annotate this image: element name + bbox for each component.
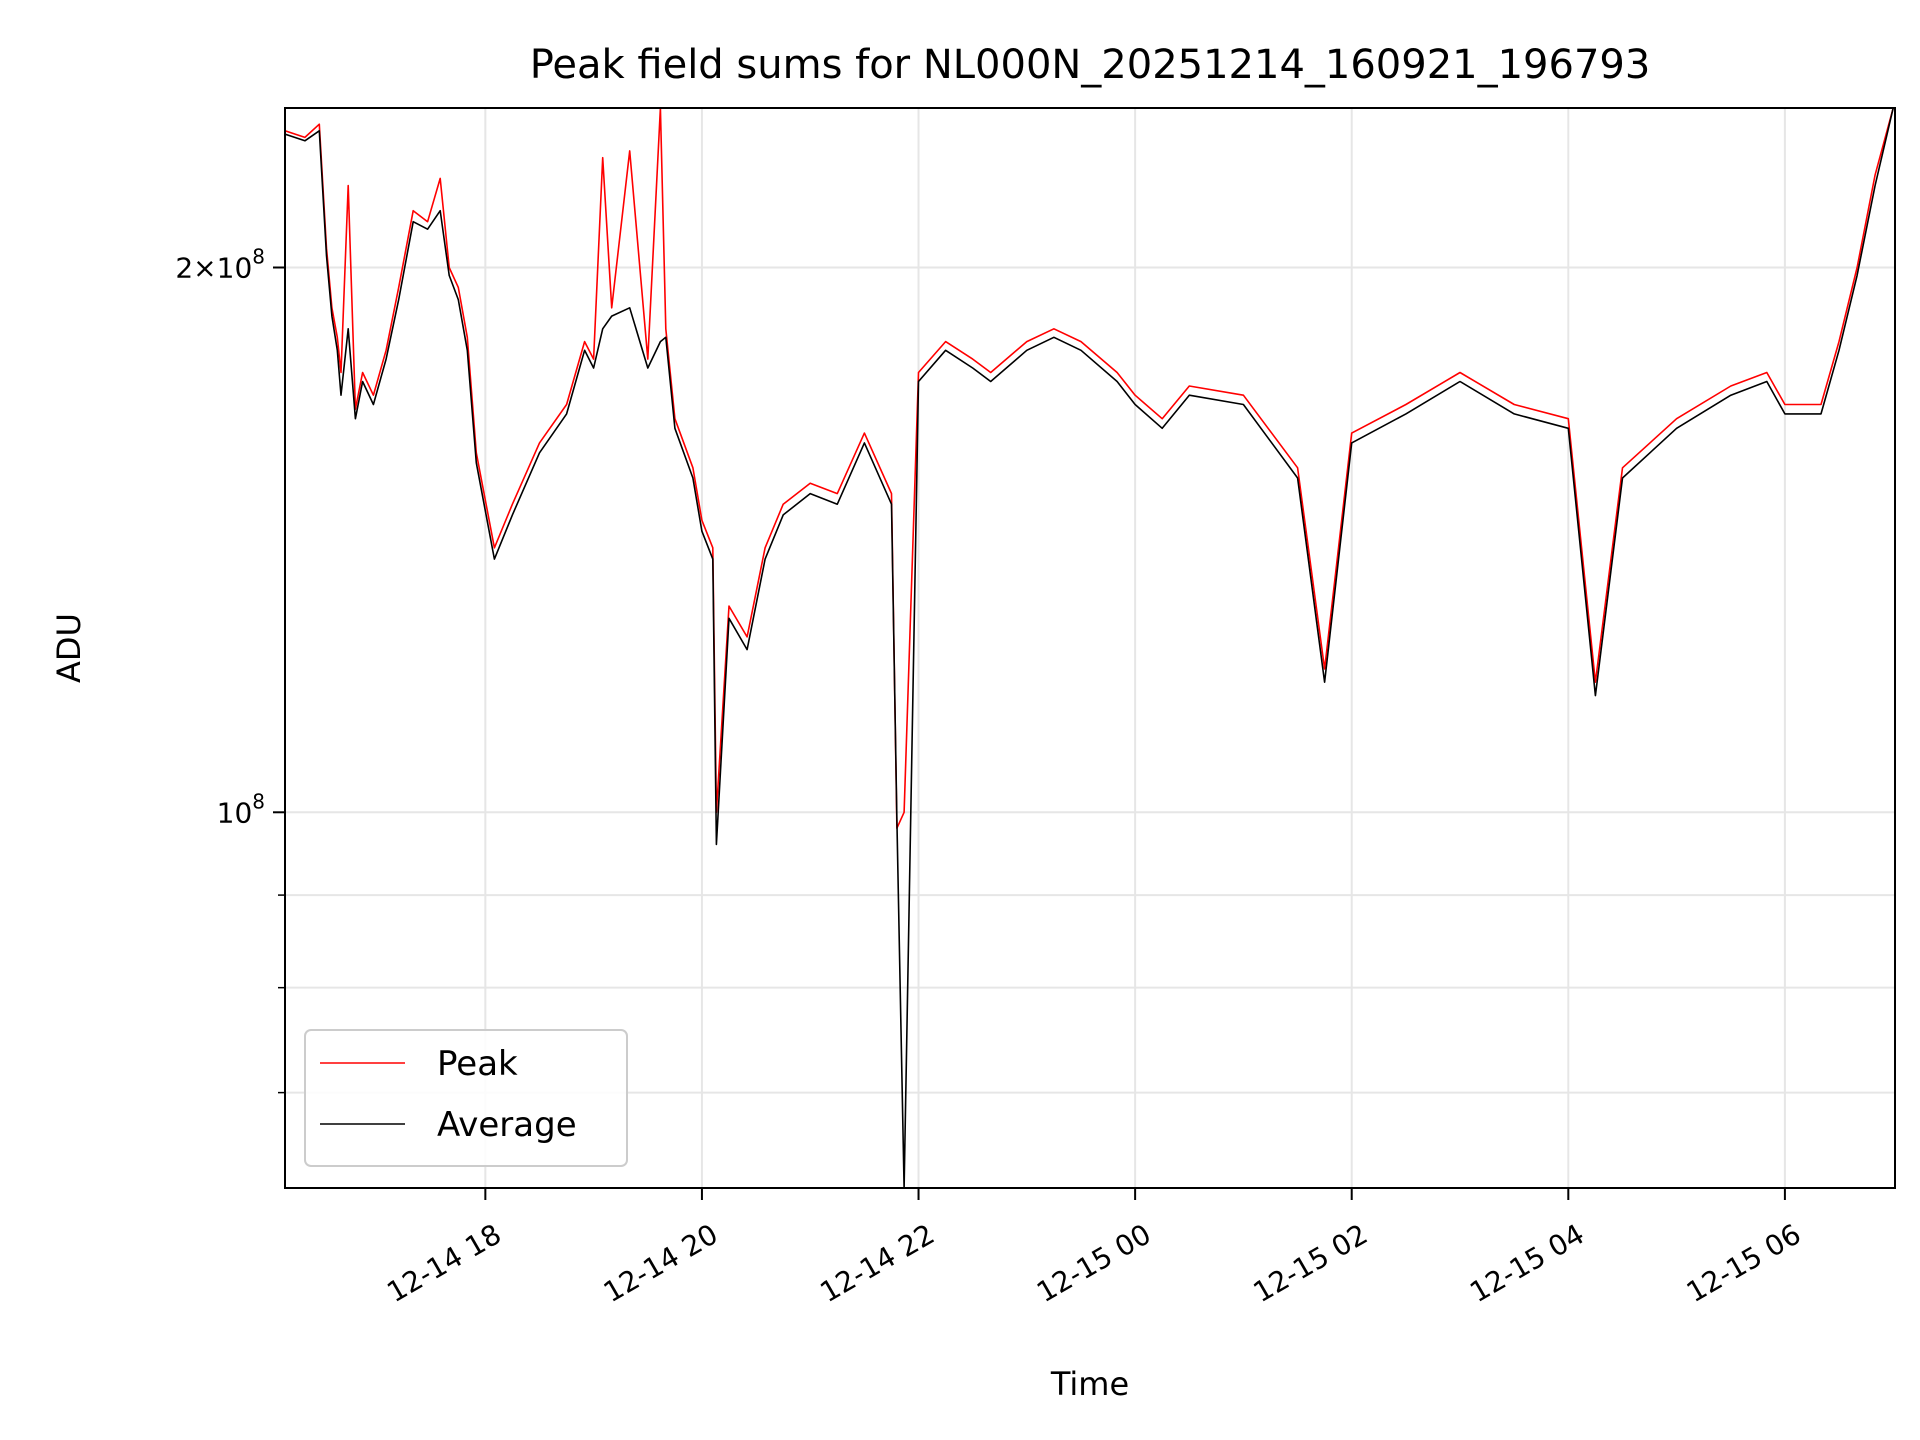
y-axis-label: ADU bbox=[50, 613, 88, 683]
legend-box bbox=[304, 1029, 628, 1167]
y-tick-label-exponent: 8 bbox=[252, 789, 265, 813]
grid bbox=[285, 108, 1895, 1188]
y-tick-label-base: 10 bbox=[217, 252, 253, 285]
series-line-average bbox=[285, 108, 1894, 1188]
y-tick-label: 108 bbox=[217, 789, 265, 829]
plot-frame bbox=[284, 107, 1896, 1189]
legend: Peak Average bbox=[304, 1029, 628, 1167]
y-tick-label-coef: 2 bbox=[175, 252, 193, 285]
legend-label-average: Average bbox=[437, 1105, 577, 1145]
y-tick-label: 2×108 bbox=[175, 245, 265, 285]
legend-label-peak: Peak bbox=[437, 1044, 518, 1084]
y-tick-label-base: 10 bbox=[217, 796, 253, 829]
y-tick-label-times: × bbox=[193, 252, 216, 285]
y-tick-label-exponent: 8 bbox=[252, 245, 265, 269]
chart-title: Peak field sums for NL000N_20251214_1609… bbox=[530, 42, 1651, 88]
x-axis-label: Time bbox=[1050, 1365, 1129, 1403]
series-line-peak bbox=[285, 108, 1894, 830]
series-group bbox=[285, 108, 1894, 1188]
